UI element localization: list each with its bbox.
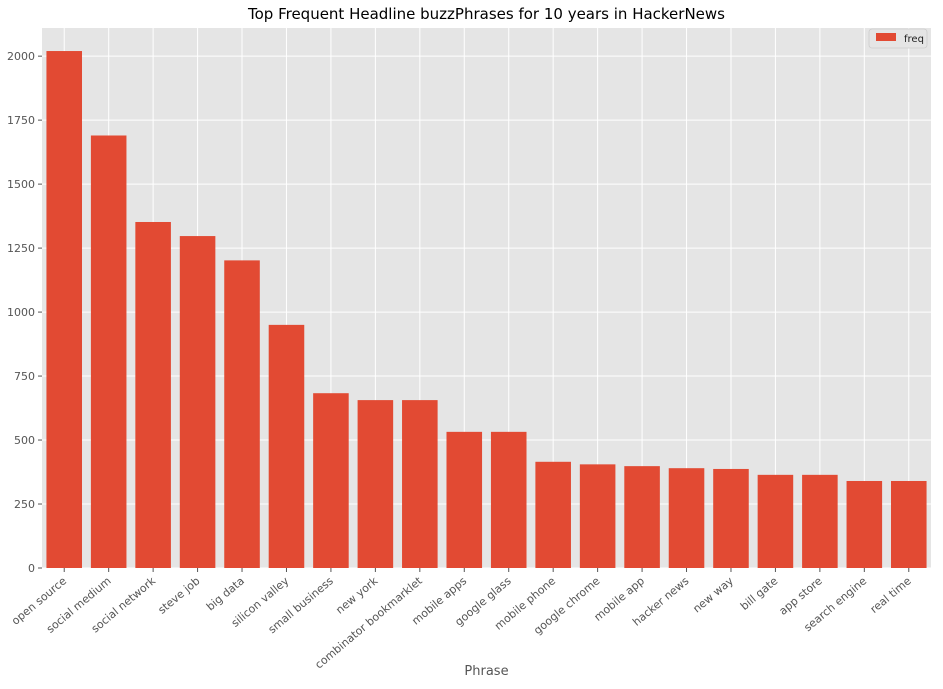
bar [446,431,483,568]
bar [579,464,616,568]
bar [313,393,349,568]
y-tick-label: 1250 [7,242,35,255]
bar [668,468,705,568]
y-tick-label: 1750 [7,114,35,127]
bars [46,51,927,568]
legend: freq [868,28,928,49]
bar [713,468,749,568]
plot-area [42,28,931,568]
bar [46,51,83,568]
chart-title: Top Frequent Headline buzzPhrases for 10… [247,5,725,23]
y-tick-label: 500 [14,434,35,447]
bar [135,221,171,568]
bar [490,431,527,568]
y-tick-label: 1000 [7,306,35,319]
x-tick-label: new way [690,574,736,615]
y-tick-label: 250 [14,498,35,511]
bar [624,466,660,568]
bar [90,135,127,568]
y-axis-ticks: 0 250 500 750 1000 1250 1500 1750 2000 [7,50,42,575]
bar [890,480,927,568]
y-tick-label: 1500 [7,178,35,191]
x-tick-label: real time [868,574,914,616]
bar [802,474,838,568]
bar [268,324,305,568]
x-tick-label: bill gate [738,574,781,613]
bar [846,480,883,568]
x-tick-label: big data [204,574,247,613]
bar [757,474,794,568]
bar [535,461,571,568]
y-tick-label: 0 [28,562,35,575]
legend-swatch [876,33,896,41]
y-tick-label: 750 [14,370,35,383]
y-tick-label: 2000 [7,50,35,63]
bar [224,260,260,568]
bar [179,236,216,568]
x-axis-label: Phrase [464,664,508,679]
bar [357,400,394,568]
legend-label: freq [904,34,924,45]
bar [402,400,438,568]
x-tick-label: steve job [156,574,203,616]
